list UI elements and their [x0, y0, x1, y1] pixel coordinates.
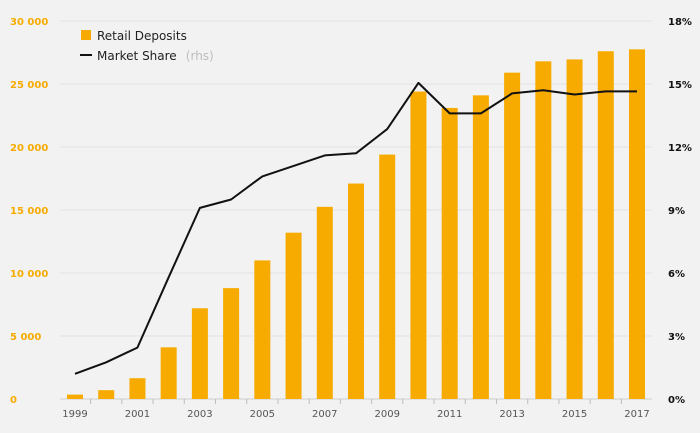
bar — [160, 347, 177, 399]
bar — [629, 49, 645, 399]
x-tick-label: 2007 — [312, 409, 337, 420]
x-tick-label: 2005 — [250, 409, 275, 420]
right-tick-label: 15% — [668, 80, 692, 91]
bar — [129, 378, 146, 399]
bar — [67, 394, 83, 399]
x-tick-label: 1999 — [62, 409, 87, 420]
legend-label-market-share-name: Market Share — [97, 49, 177, 63]
left-tick-label: 10 000 — [10, 269, 48, 280]
bar — [254, 260, 271, 399]
right-tick-label: 0% — [668, 395, 685, 406]
left-tick-label: 30 000 — [10, 17, 48, 28]
left-tick-label: 25 000 — [10, 80, 48, 91]
right-tick-label: 9% — [668, 206, 685, 217]
right-tick-label: 3% — [668, 332, 685, 343]
legend: Retail Deposits Market Share (rhs) — [80, 29, 214, 64]
bar — [472, 95, 489, 399]
bar — [597, 51, 614, 400]
legend-swatch-retail-deposits — [81, 30, 91, 40]
legend-label-market-share-suffix: (rhs) — [186, 49, 214, 63]
bar — [348, 183, 364, 399]
right-axis: 0% 3% 6% 9% 12% 15% 18% — [668, 17, 692, 406]
left-tick-label: 20 000 — [10, 143, 48, 154]
bar — [223, 288, 240, 399]
x-tick-label: 2017 — [624, 409, 649, 420]
legend-label-market-share: Market Share (rhs) — [97, 45, 214, 64]
x-tick-label: 2003 — [187, 409, 212, 420]
bar-series-retail-deposits — [67, 49, 645, 400]
market-share-line — [74, 81, 637, 375]
line-series-market-share — [74, 81, 637, 375]
x-tick-label: 2015 — [562, 409, 587, 420]
bar — [379, 154, 396, 399]
bar — [410, 91, 427, 399]
x-tick-label: 2013 — [499, 409, 524, 420]
right-tick-label: 6% — [668, 269, 685, 280]
x-tick-label: 2009 — [374, 409, 399, 420]
x-tick-label: 2001 — [125, 409, 150, 420]
bar — [441, 107, 458, 399]
left-axis: 0 5 000 10 000 15 000 20 000 25 000 30 000 — [10, 17, 48, 406]
bar — [566, 59, 583, 400]
x-axis: 1999 2001 2003 2005 2007 2009 2011 2013 2015 2017 — [62, 399, 650, 420]
bar — [285, 232, 302, 399]
x-tick-label: 2011 — [437, 409, 462, 420]
left-tick-label: 15 000 — [10, 206, 48, 217]
legend-label-retail-deposits: Retail Deposits — [97, 29, 187, 43]
right-tick-label: 12% — [668, 143, 692, 154]
bar — [316, 206, 333, 399]
bar — [504, 72, 521, 399]
left-tick-label: 5 000 — [10, 332, 41, 343]
bar — [191, 308, 208, 399]
right-tick-label: 18% — [668, 17, 692, 28]
bar — [535, 61, 552, 399]
bar — [98, 390, 115, 399]
left-tick-label: 0 — [10, 395, 17, 406]
